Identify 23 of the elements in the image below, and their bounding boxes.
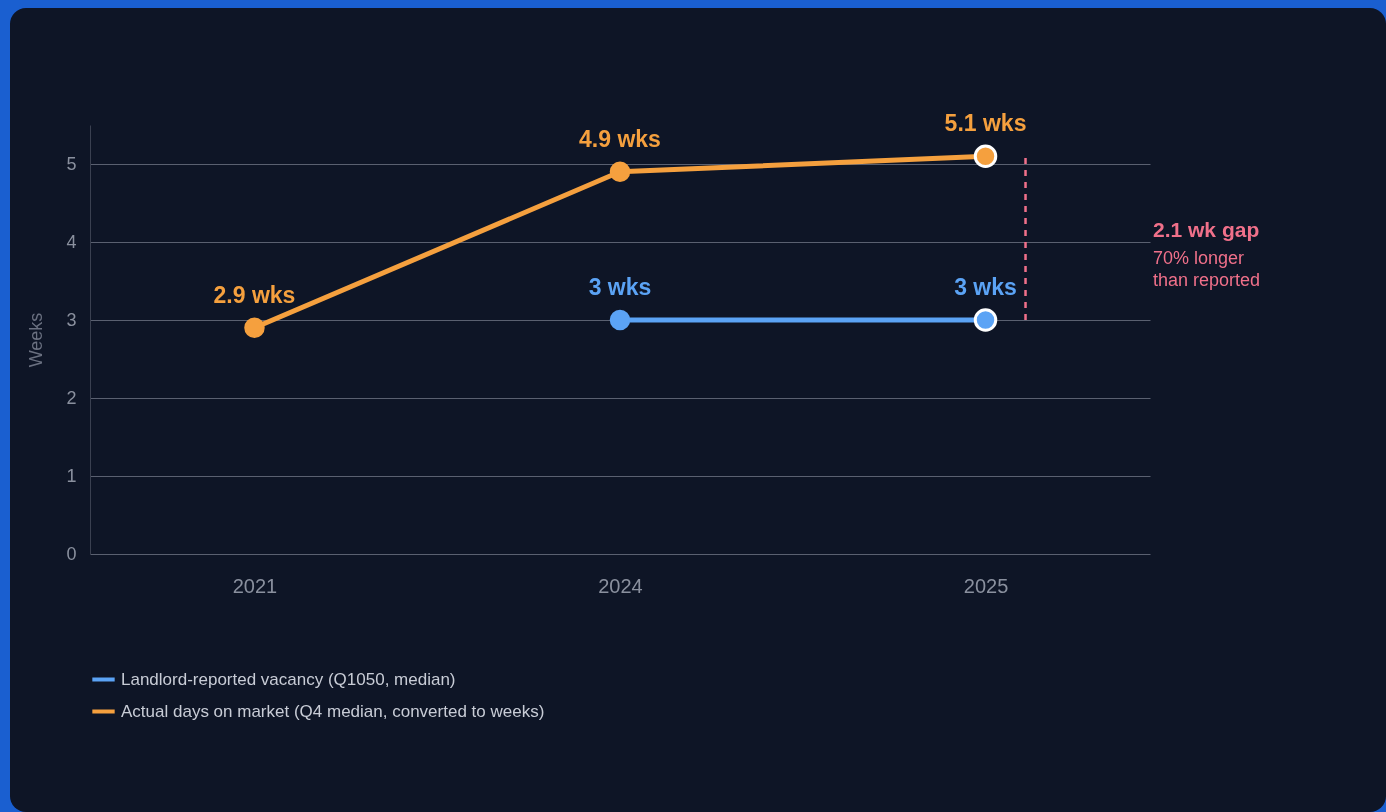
data-label: 3 wks (954, 274, 1017, 300)
y-axis-title: Weeks (26, 312, 47, 368)
x-tick-label: 2025 (963, 574, 1009, 597)
data-label: 4.9 wks (579, 125, 661, 152)
x-tick-label: 2024 (598, 574, 643, 597)
y-tick-label: 2 (66, 387, 77, 408)
y-tick-label: 4 (66, 231, 77, 252)
point (609, 309, 631, 331)
data-label: 3 wks (588, 274, 652, 300)
y-tick-label: 3 (66, 309, 77, 330)
data-label: 2.9 wks (213, 281, 296, 308)
point (609, 161, 631, 183)
point (244, 317, 265, 339)
legend-label: Actual days on market (Q4 median, converted to weeks) (121, 701, 545, 721)
text: 70% longer than reported (1153, 248, 1261, 290)
x-tick-label: 2021 (232, 574, 278, 597)
point (973, 308, 998, 332)
data-label: 5.1 wks (944, 110, 1027, 137)
y-tick-label: 0 (66, 543, 77, 564)
y-tick-label: 5 (66, 153, 77, 174)
y-tick-label: 1 (66, 465, 77, 486)
legend-label: Landlord-reported vacancy (Q1050, median) (121, 669, 456, 689)
text: 2.1 wk gap (1153, 218, 1260, 241)
